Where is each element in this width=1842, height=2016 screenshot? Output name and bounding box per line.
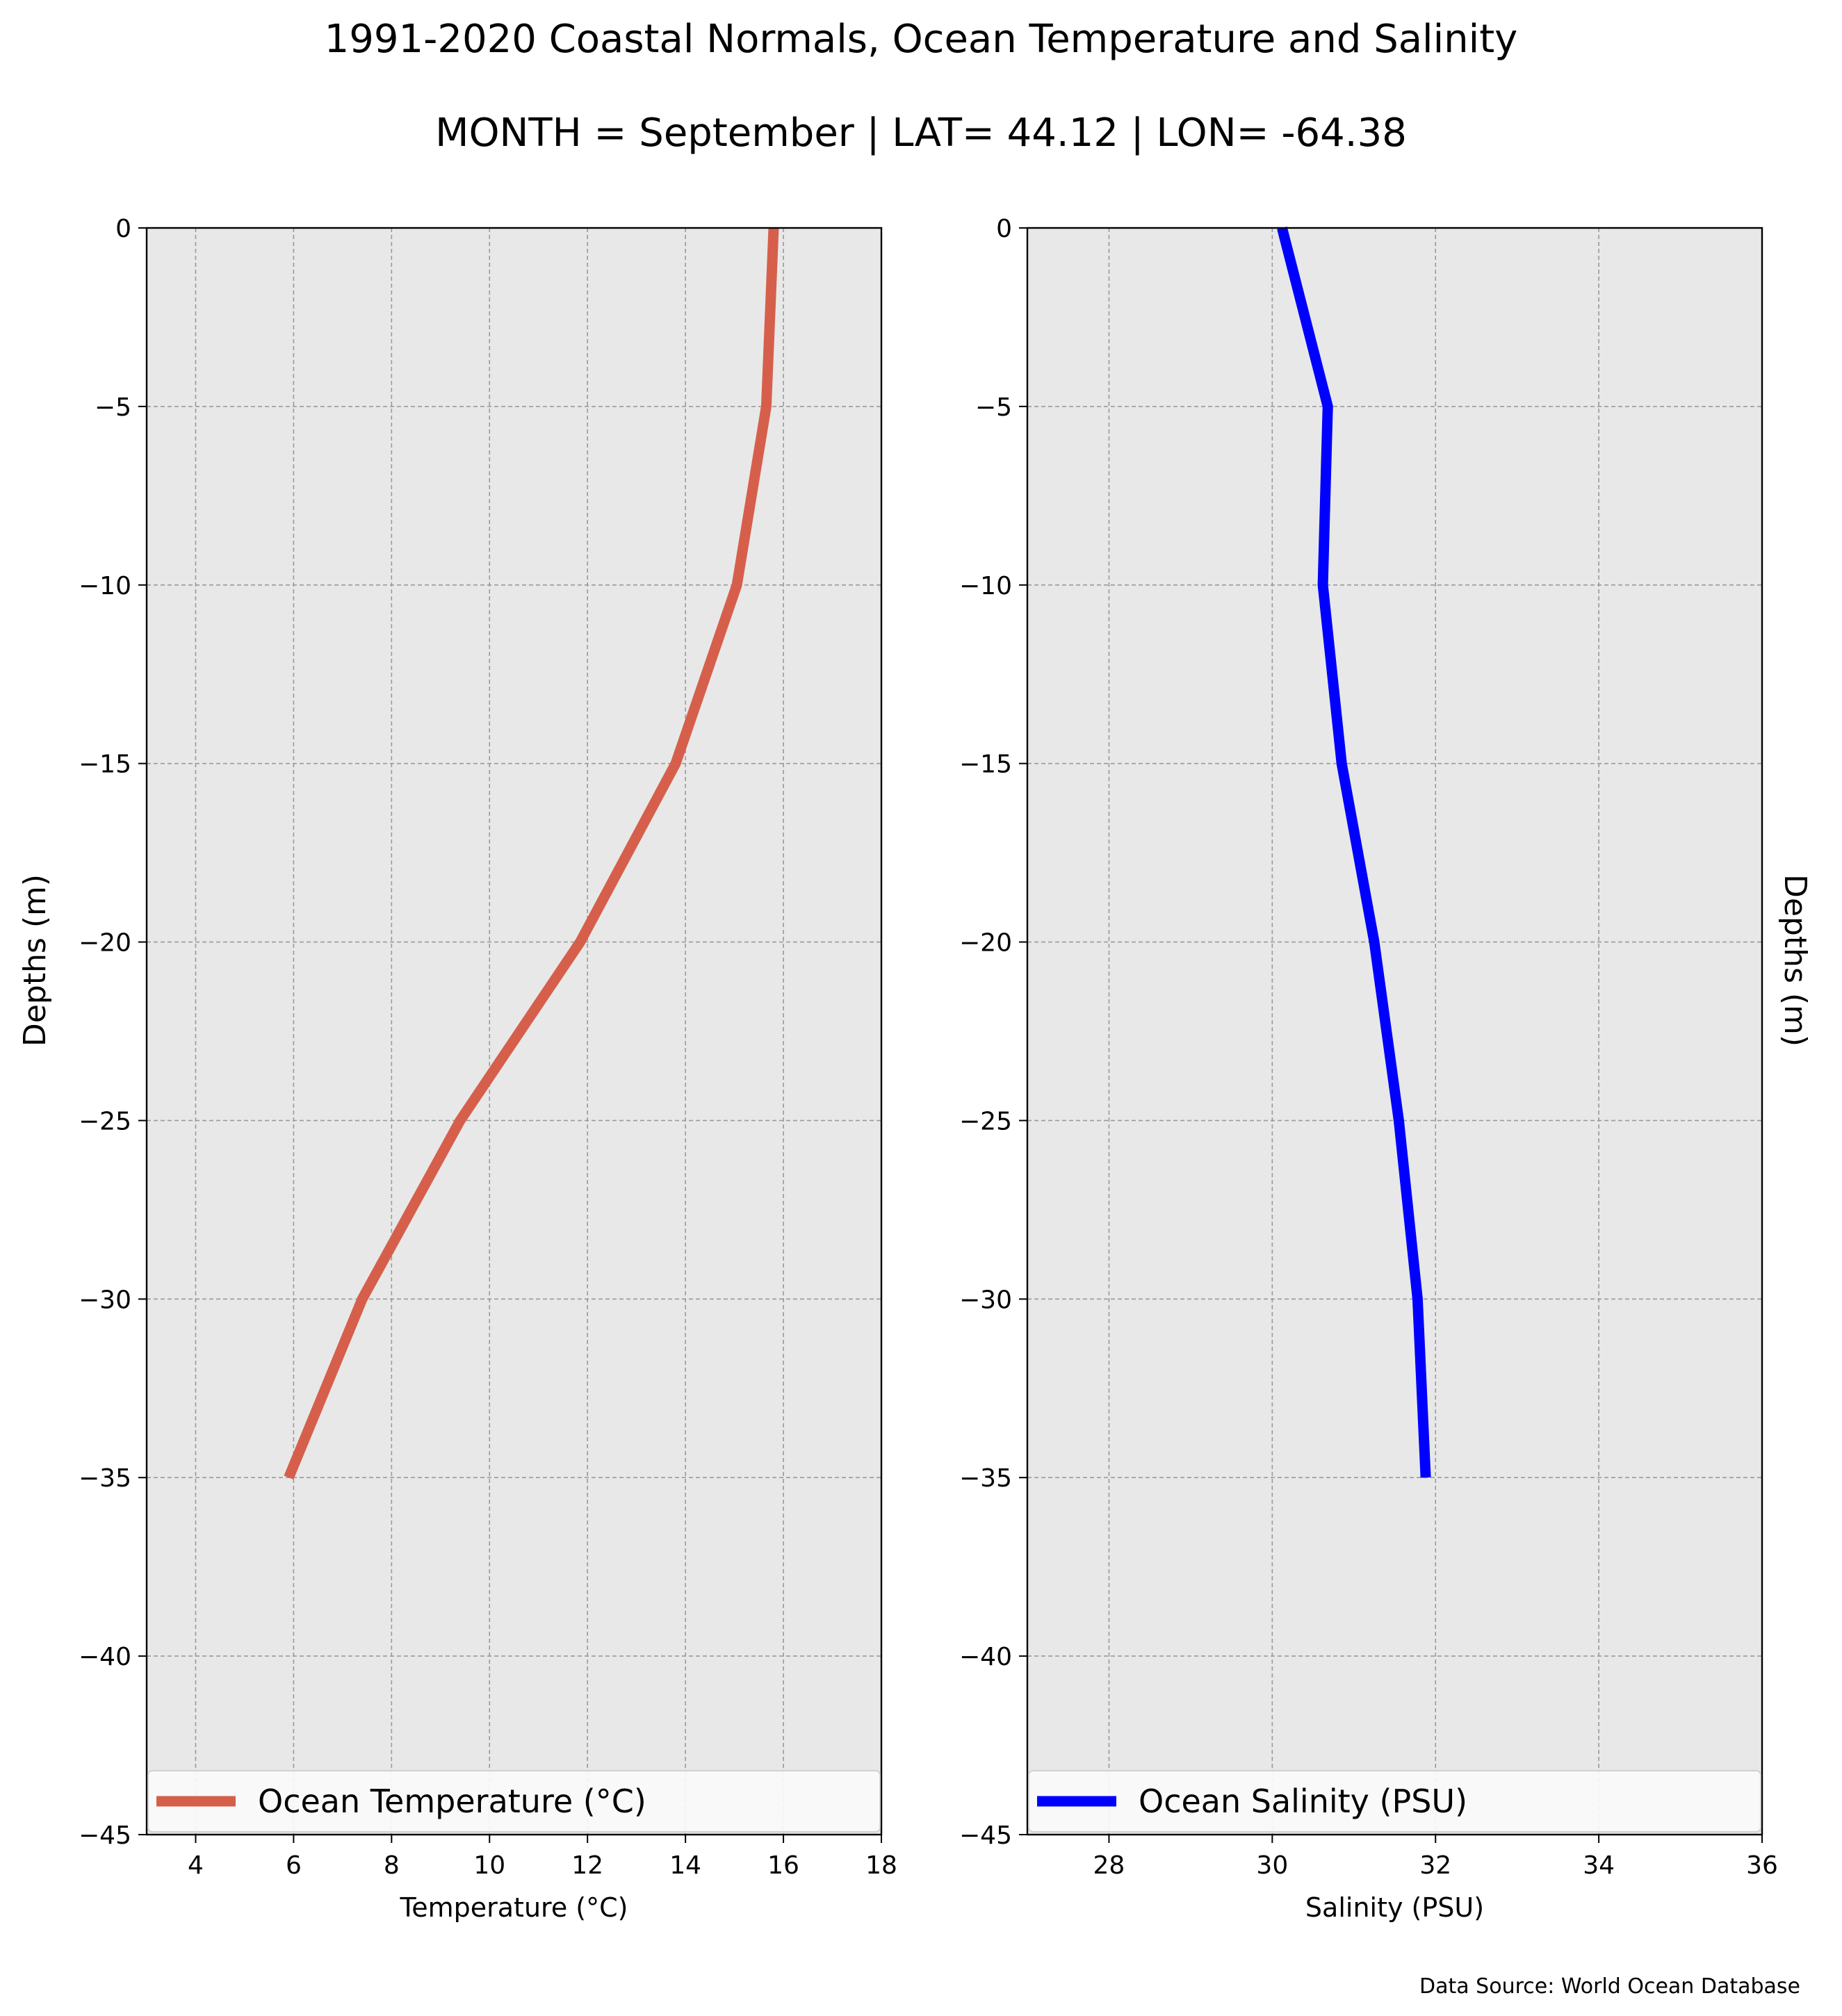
plot-area — [1027, 228, 1762, 1835]
temperature-panel: 4 6 8 10 12 14 16 18 0 −5 −10 −15 −20 −25 −30 −35 −40 −45… — [79, 215, 897, 1923]
y-tick-label: −30 — [959, 1286, 1012, 1314]
legend: Ocean Salinity (PSU) — [1028, 1770, 1761, 1833]
series-line — [1277, 227, 1431, 1478]
y-tick-label: −30 — [79, 1286, 131, 1314]
y-tick-label: −20 — [79, 929, 131, 958]
x-tick-label: 18 — [865, 1851, 897, 1880]
salinity-panel: 28 30 32 34 36 0 −5 −10 −15 −20 −25 −30 −35 −40 −45 Oce… — [959, 215, 1778, 1923]
y-tick-label: −5 — [975, 393, 1012, 422]
x-tick-label: 14 — [669, 1851, 701, 1880]
y-tick-label: −35 — [959, 1464, 1012, 1493]
y-tick-label: 0 — [996, 215, 1012, 243]
y-tick-label: −25 — [79, 1107, 131, 1136]
chart-title: 1991-2020 Coastal Normals, Ocean Tempera… — [325, 17, 1518, 62]
y-tick-label: −20 — [959, 929, 1012, 958]
x-tick-label: 4 — [188, 1851, 204, 1880]
legend-label: Ocean Salinity (PSU) — [1139, 1783, 1467, 1820]
y-tick-label: −45 — [79, 1821, 131, 1850]
y-tick-label: −35 — [79, 1464, 131, 1493]
y-tick-label: −10 — [79, 572, 131, 600]
x-tick-label: 34 — [1583, 1851, 1615, 1880]
x-tick-label: 32 — [1419, 1851, 1451, 1880]
chart-subtitle: MONTH = September | LAT= 44.12 | LON= -6… — [435, 110, 1407, 156]
x-tick-label: 36 — [1746, 1851, 1778, 1880]
y-tick-label: −40 — [959, 1643, 1012, 1671]
legend-box — [147, 1770, 881, 1833]
y-tick-label: −25 — [959, 1107, 1012, 1136]
axes-frame — [1026, 227, 1763, 1836]
x-tick-label: 30 — [1256, 1851, 1288, 1880]
x-axis-label: Salinity (PSU) — [1305, 1892, 1484, 1923]
x-tick-label: 10 — [473, 1851, 505, 1880]
x-tick-label: 28 — [1093, 1851, 1125, 1880]
y-tick-label: −15 — [79, 751, 131, 779]
legend: Ocean Temperature (°C) — [147, 1770, 881, 1833]
right-y-axis-label: Depths (m) — [1777, 874, 1813, 1047]
x-tick-label: 12 — [571, 1851, 603, 1880]
axes-frame — [145, 227, 883, 1836]
y-tick-label: −15 — [959, 751, 1012, 779]
y-tick-label: −5 — [95, 393, 131, 422]
y-tick-label: 0 — [115, 215, 131, 243]
y-tick-label: −40 — [79, 1643, 131, 1671]
x-tick-label: 8 — [384, 1851, 400, 1880]
x-tick-label: 16 — [767, 1851, 799, 1880]
legend-box — [1028, 1770, 1761, 1833]
y-tick-label: −10 — [959, 572, 1012, 600]
left-y-axis-label: Depths (m) — [17, 874, 53, 1047]
x-axis-label: Temperature (°C) — [400, 1892, 628, 1923]
legend-label: Ocean Temperature (°C) — [258, 1783, 646, 1820]
y-tick-label: −45 — [959, 1821, 1012, 1850]
series-line — [284, 227, 779, 1480]
x-tick-label: 6 — [286, 1851, 302, 1880]
data-source-note: Data Source: World Ocean Database — [1419, 1974, 1800, 1999]
